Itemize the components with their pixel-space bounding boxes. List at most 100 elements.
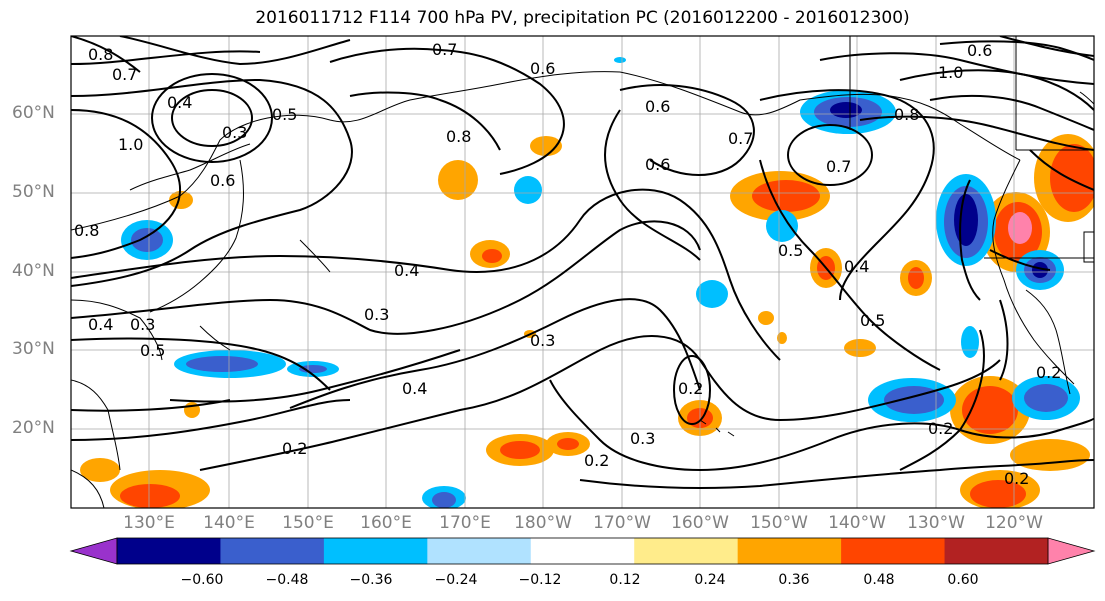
contour-label: 0.6 — [530, 59, 555, 78]
contour-label: 0.7 — [112, 65, 137, 84]
lon-label-120w: 120°W — [985, 513, 1043, 533]
contour-label: 0.3 — [130, 315, 155, 334]
precip-blob — [970, 480, 1026, 508]
contour-label: 0.8 — [74, 221, 99, 240]
precip-blob — [186, 356, 258, 372]
lat-label-60n: 60°N — [12, 103, 55, 123]
precip-blob — [80, 458, 120, 482]
contour-label: 0.2 — [282, 439, 307, 458]
precip-blob — [614, 57, 626, 63]
contour-label: 0.2 — [584, 451, 609, 470]
colorbar-cell — [737, 538, 842, 564]
contour-label: 0.3 — [630, 429, 655, 448]
lon-label-180w: 180°W — [514, 513, 572, 533]
precip-blob — [766, 210, 798, 242]
colorbar-extend-left — [69, 537, 118, 565]
colorbar-tick-label: −0.36 — [349, 572, 393, 588]
contour-label: 0.5 — [272, 105, 297, 124]
colorbar-cell — [220, 538, 325, 564]
colorbar — [69, 537, 1096, 565]
precip-blob — [514, 176, 542, 204]
colorbar-cell — [944, 538, 1049, 564]
contour-label: 0.4 — [844, 257, 869, 276]
precip-blob — [954, 194, 978, 246]
precip-blob — [758, 311, 774, 325]
precip-blob — [432, 492, 456, 508]
lon-label-150e: 150°E — [282, 513, 334, 533]
precip-blob — [1008, 212, 1032, 244]
colorbar-cell — [530, 538, 635, 564]
lon-label-160w: 160°W — [671, 513, 729, 533]
contour-label: 0.6 — [210, 171, 235, 190]
contour-label: 0.8 — [88, 45, 113, 64]
contour-label: 0.2 — [1036, 363, 1061, 382]
colorbar-cell — [841, 538, 946, 564]
contour-label: 0.5 — [778, 241, 803, 260]
contour-label: 0.4 — [88, 315, 113, 334]
colorbar-cell — [427, 538, 532, 564]
contour-label: 0.3 — [222, 123, 247, 142]
contour-label: 1.0 — [938, 63, 963, 82]
contour-label: 1.0 — [118, 135, 143, 154]
colorbar-tick-label: 0.60 — [947, 572, 979, 588]
contour-label: 0.4 — [402, 379, 427, 398]
contour-label: 0.6 — [967, 41, 992, 60]
contour-labels: 0.8 0.7 0.7 0.4 0.3 0.5 0.6 1.0 0.8 0.6 … — [74, 40, 1061, 488]
contour-label: 0.2 — [928, 419, 953, 438]
precip-blob — [120, 484, 180, 508]
colorbar-tick-label: −0.24 — [434, 572, 478, 588]
lon-label-170w: 170°W — [593, 513, 651, 533]
precip-blob — [557, 438, 579, 450]
graticule — [71, 36, 1094, 508]
lon-label-170e: 170°E — [439, 513, 491, 533]
colorbar-tick-label: −0.12 — [518, 572, 562, 588]
colorbar-tick-label: −0.48 — [265, 572, 309, 588]
colorbar-tick-label: −0.60 — [180, 572, 224, 588]
precip-blob — [482, 249, 502, 263]
precip-blob — [500, 441, 540, 459]
precip-blob — [131, 228, 163, 252]
precip-blob — [752, 180, 820, 212]
lon-label-140e: 140°E — [203, 513, 255, 533]
contour-label: 0.8 — [446, 127, 471, 146]
colorbar-cell — [323, 538, 428, 564]
lon-label-160e: 160°E — [360, 513, 412, 533]
precip-blob — [1032, 262, 1048, 278]
precip-blob — [908, 267, 924, 289]
pv-contours — [71, 36, 1094, 489]
contour-label: 0.6 — [645, 155, 670, 174]
precip-shading — [80, 57, 1094, 508]
contour-label: 0.8 — [894, 105, 919, 124]
contour-label: 0.7 — [432, 40, 457, 59]
lat-label-50n: 50°N — [12, 182, 55, 202]
precip-blob — [696, 280, 728, 308]
precip-blob — [1010, 439, 1090, 471]
contour-label: 0.7 — [826, 157, 851, 176]
contour-label: 0.5 — [860, 311, 885, 330]
colorbar-border — [116, 537, 1049, 565]
lat-label-40n: 40°N — [12, 261, 55, 281]
precip-blob — [777, 332, 787, 344]
contour-label: 0.3 — [364, 305, 389, 324]
precip-blob — [961, 326, 979, 358]
precip-blob — [530, 136, 562, 156]
lat-label-20n: 20°N — [12, 418, 55, 438]
contour-label: 0.3 — [530, 331, 555, 350]
colorbar-cell — [117, 538, 221, 564]
contour-label: 0.5 — [140, 341, 165, 360]
contour-label: 0.2 — [1004, 469, 1029, 488]
lat-label-30n: 30°N — [12, 339, 55, 359]
lon-label-150w: 150°W — [750, 513, 808, 533]
colorbar-extend-right — [1047, 537, 1096, 565]
colorbar-tick-label: 0.48 — [863, 572, 895, 588]
lon-label-130e: 130°E — [123, 513, 175, 533]
precip-blob — [1050, 144, 1094, 212]
colorbar-tick-label: 0.12 — [609, 572, 641, 588]
colorbar-cell — [634, 538, 739, 564]
colorbar-tick-label: 0.36 — [778, 572, 810, 588]
contour-label: 0.4 — [167, 93, 192, 112]
lon-label-130w: 130°W — [907, 513, 965, 533]
colorbar-tick-label: 0.24 — [694, 572, 726, 588]
precip-blob — [438, 160, 478, 200]
contour-label: 0.2 — [678, 379, 703, 398]
